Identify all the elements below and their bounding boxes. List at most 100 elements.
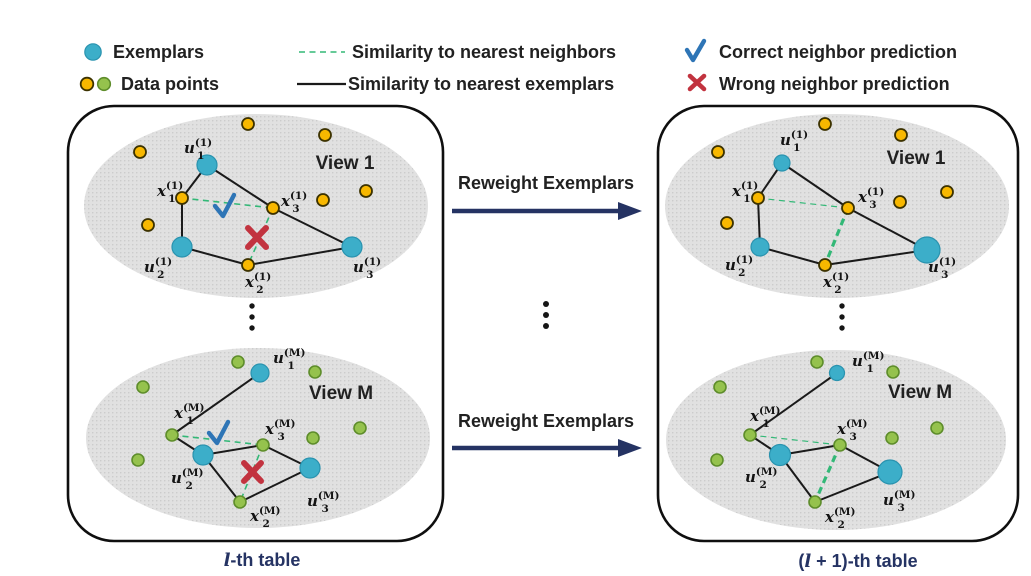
exemplar-node-u2 [171, 236, 193, 258]
exemplar-node-u3 [877, 459, 903, 485]
data-point [353, 421, 367, 435]
data-point [894, 128, 908, 142]
data-point [306, 431, 320, 445]
right-view1: View 1 u(1) 1 x(1) 1 x(1) 3 u(1) 2 [665, 114, 1009, 298]
dashed-x1-x3 [749, 434, 841, 446]
data-point [131, 453, 145, 467]
data-point-green-legend-icon [96, 76, 112, 92]
data-point [136, 380, 150, 394]
node-label-x2: x(1) 2 [244, 271, 271, 296]
middle-column: Reweight Exemplars Reweight Exemplars [452, 173, 642, 457]
data-point-x3 [841, 201, 855, 215]
data-point [231, 355, 245, 369]
node-label-x2: x(M) 2 [249, 505, 281, 530]
cross-icon [687, 73, 707, 92]
data-point-x3 [256, 438, 270, 452]
edge-u1-x1 [171, 372, 261, 436]
node-label-u2: u(M) 2 [745, 466, 777, 491]
data-point [818, 117, 832, 131]
edge-u1-x3 [781, 162, 849, 209]
data-point [141, 218, 155, 232]
ellipsis-dots [249, 303, 255, 331]
exemplar-legend-icon [84, 43, 102, 61]
dashed-x3-x2-bold [813, 444, 842, 503]
node-label-u1: u(M) 1 [273, 347, 305, 372]
edge-x2-u3 [239, 467, 311, 503]
data-point-x1 [751, 191, 765, 205]
node-label-u2: u(1) 2 [725, 254, 753, 279]
data-point [810, 355, 824, 369]
data-point [711, 145, 725, 159]
left-viewM: View M u(M [86, 347, 430, 530]
node-label-u1: u(1) 1 [184, 137, 212, 162]
node-label-u3: u(M) 3 [883, 489, 915, 514]
data-point [241, 117, 255, 131]
data-point [308, 365, 322, 379]
legend-sim-exemplars-label: Similarity to nearest exemplars [348, 74, 614, 94]
view-ellipse [86, 348, 430, 528]
data-point-x2 [808, 495, 822, 509]
check-icon [206, 419, 231, 446]
legend-correct-label: Correct neighbor prediction [719, 42, 957, 62]
data-point [940, 185, 954, 199]
edge-x2-u3 [247, 246, 353, 266]
exemplar-node-u3 [913, 236, 941, 264]
edge-x3-u3 [272, 207, 353, 248]
node-label-x2: x(1) 2 [822, 271, 849, 296]
data-point [720, 216, 734, 230]
edge-u1-x3 [206, 164, 274, 209]
edge-x3-u3 [847, 207, 928, 251]
data-point-x2 [241, 258, 255, 272]
node-label-x3: x(1) 3 [280, 190, 307, 215]
legend-wrong-label: Wrong neighbor prediction [719, 74, 950, 94]
edge-x2-u3 [814, 471, 891, 503]
legend-sim-neighbors-label: Similarity to nearest neighbors [352, 42, 616, 62]
reweight-arrow-bottom [452, 439, 642, 457]
reweight-label-bottom: Reweight Exemplars [458, 411, 634, 431]
view-title: View M [309, 383, 373, 404]
left-caption: l-th table [224, 550, 301, 571]
legend: Exemplars Data points Similarity to near… [79, 38, 957, 94]
edge-u2-x2 [759, 246, 826, 266]
left-panel-border [66, 104, 445, 543]
node-label-x3: x(M) 3 [264, 418, 296, 443]
node-label-x3: x(1) 3 [857, 186, 884, 211]
node-label-x2: x(M) 2 [824, 506, 856, 531]
right-panel-border [656, 104, 1020, 543]
node-label-x1: x(M) 1 [173, 402, 205, 427]
dashed-x1-x3 [757, 197, 849, 209]
view-title: View 1 [316, 153, 375, 174]
check-icon [212, 192, 237, 219]
data-point-yellow-legend-icon [79, 76, 95, 92]
exemplar-node-u2 [768, 443, 792, 467]
data-point-x3 [833, 438, 847, 452]
data-point-x1 [743, 428, 757, 442]
data-point [133, 145, 147, 159]
cross-icon [241, 460, 264, 484]
data-point [713, 380, 727, 394]
exemplar-node-u1 [196, 154, 218, 176]
exemplar-node-u1 [828, 364, 846, 382]
node-label-x1: x(M) 1 [749, 405, 781, 430]
node-label-u3: u(1) 3 [928, 256, 956, 281]
node-label-u2: u(M) 2 [171, 467, 203, 492]
node-label-u3: u(1) 3 [353, 256, 381, 281]
data-point [710, 453, 724, 467]
check-icon [684, 38, 707, 63]
exemplar-node-u3 [299, 457, 321, 479]
data-point-x2 [233, 495, 247, 509]
node-label-x1: x(1) 1 [156, 180, 183, 205]
node-label-u3: u(M) 3 [307, 490, 339, 515]
dashed-x3-x2-bold [823, 207, 850, 266]
left-table-panel: View 1 [66, 104, 445, 571]
view-title: View M [888, 382, 952, 403]
cross-icon [245, 225, 269, 250]
exemplar-node-u2 [750, 237, 770, 257]
node-label-x3: x(M) 3 [836, 418, 868, 443]
view-title: View 1 [887, 148, 946, 169]
data-point-x2 [818, 258, 832, 272]
data-point [930, 421, 944, 435]
ellipsis-dots [839, 303, 845, 331]
